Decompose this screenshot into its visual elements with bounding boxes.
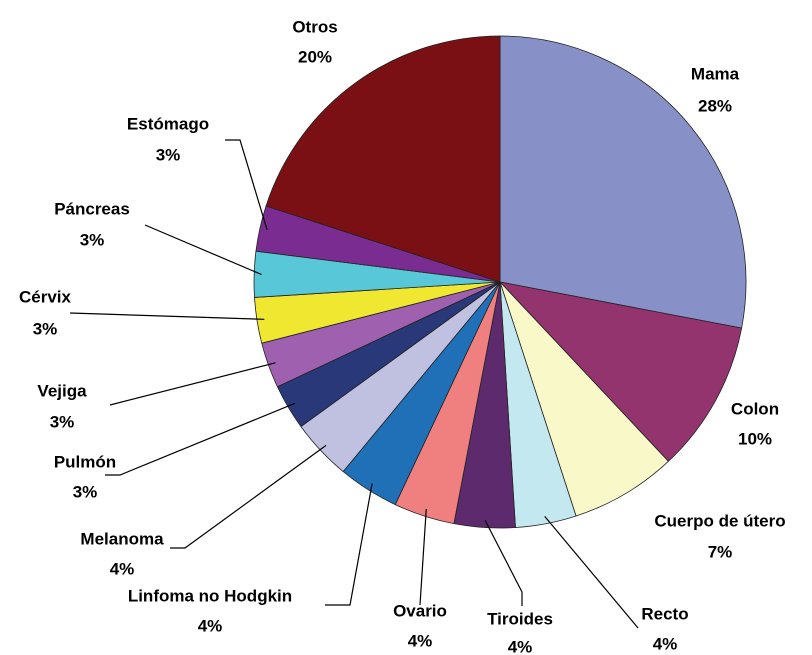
pie-slice <box>499 281 669 517</box>
value-label: 20% <box>298 47 332 66</box>
value-label: 4% <box>110 559 135 578</box>
leader-line <box>484 519 523 606</box>
category-label: Melanoma <box>80 529 164 548</box>
leader-line <box>325 483 373 606</box>
value-label: 3% <box>50 412 75 431</box>
category-label: Colon <box>731 399 779 418</box>
category-label: Páncreas <box>54 199 130 218</box>
category-label: Tiroides <box>487 609 553 628</box>
value-label: 28% <box>698 96 732 115</box>
pie-slice <box>265 35 501 283</box>
leader-line <box>105 402 295 476</box>
category-label: Cuerpo de útero <box>654 511 785 530</box>
value-label: 4% <box>408 631 433 650</box>
category-label: Linfoma no Hodgkin <box>128 586 292 605</box>
value-label: 3% <box>80 230 105 249</box>
category-label: Vejiga <box>37 381 87 400</box>
pie-slice <box>498 281 743 462</box>
value-label: 10% <box>738 429 772 448</box>
value-label: 3% <box>156 145 181 164</box>
value-label: 3% <box>33 319 58 338</box>
leader-line <box>69 312 265 320</box>
category-label: Cérvix <box>19 287 72 306</box>
pie-slice <box>499 35 747 329</box>
leader-line <box>170 444 327 549</box>
leader-line <box>144 224 262 276</box>
category-label: Pulmón <box>54 452 116 471</box>
value-label: 7% <box>708 542 733 561</box>
leader-line <box>544 516 639 629</box>
value-label: 3% <box>73 482 98 501</box>
leader-line <box>419 508 427 606</box>
value-label: 4% <box>198 616 223 635</box>
value-label: 4% <box>508 637 533 655</box>
category-label: Otros <box>292 17 337 36</box>
leader-line <box>109 362 276 406</box>
category-label: Mama <box>691 64 740 83</box>
value-label: 4% <box>653 634 678 653</box>
category-label: Recto <box>641 604 688 623</box>
category-label: Ovario <box>393 601 447 620</box>
category-label: Estómago <box>127 114 209 133</box>
leader-line <box>225 139 268 231</box>
